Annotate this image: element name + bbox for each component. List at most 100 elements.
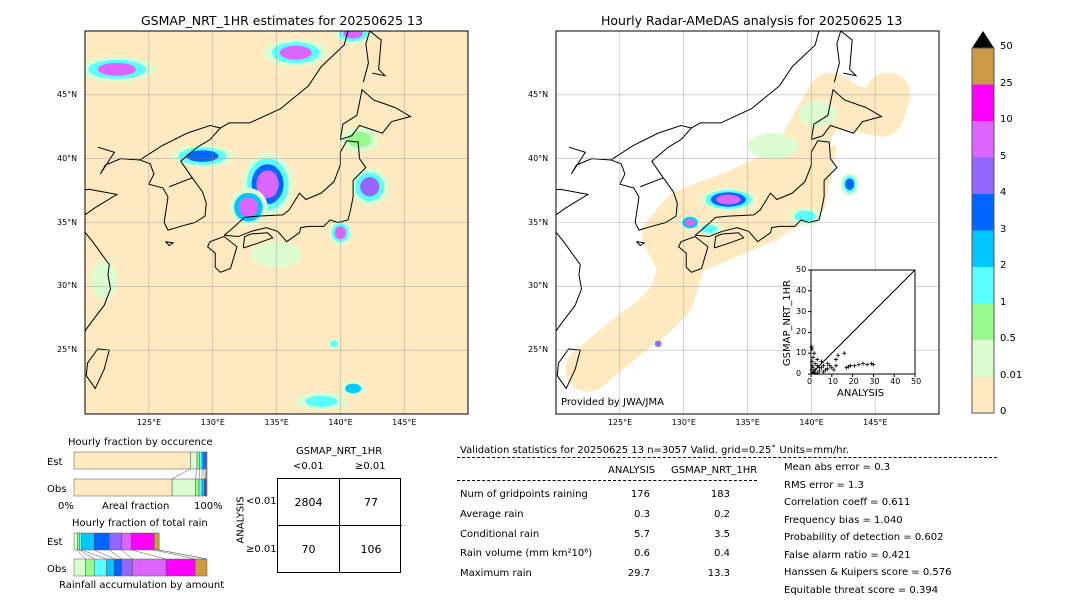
- total-rain-obs-label: Obs: [47, 564, 67, 575]
- colorbar-segment: [972, 267, 994, 304]
- lat-tick-label: 45°N: [528, 89, 549, 99]
- colorbar-tick-label: 5: [1000, 150, 1007, 162]
- scatter-point: [856, 362, 861, 367]
- rain-obs-segment: [194, 558, 208, 577]
- scatter-x-tick: 50: [911, 377, 922, 386]
- occurrence-est-label: Est: [47, 457, 63, 468]
- lon-tick-label: 130°E: [200, 418, 225, 427]
- scatter-point: [811, 355, 816, 360]
- rain-est-segment: [81, 532, 95, 551]
- cell-miss: 70: [278, 526, 340, 573]
- occ-obs-segment: [206, 478, 208, 497]
- occ-obs-segment: [201, 478, 205, 497]
- lat-tick-label: 40°N: [57, 153, 78, 163]
- contingency-col-2: ≥0.01: [355, 461, 386, 472]
- coastline: [610, 124, 692, 161]
- scatter-point: [821, 369, 826, 374]
- colorbar-extend-arrow: [972, 31, 994, 48]
- rain-area: [97, 62, 137, 76]
- contingency-title: GSMAP_NRT_1HR: [296, 446, 383, 457]
- lat-tick-label: 30°N: [528, 281, 549, 291]
- rain-est-segment: [79, 532, 82, 551]
- credit-text: Provided by JWA/JMA: [561, 397, 664, 408]
- lat-tick-label: 40°N: [528, 153, 549, 163]
- rain-connector: [77, 549, 86, 560]
- coastline: [242, 232, 274, 249]
- rain-area: [701, 224, 718, 233]
- scatter-xlabel: ANALYSIS: [837, 388, 885, 399]
- occ-connector: [195, 468, 198, 480]
- contingency-row-2: ≥0.01: [246, 544, 277, 555]
- scatter-y-tick: 50: [796, 265, 807, 274]
- coastline: [556, 188, 590, 332]
- colorbar-tick-label: 0.5: [1000, 333, 1016, 344]
- scatter-point: [848, 363, 853, 368]
- colorbar-segment: [972, 157, 994, 194]
- stats-row-analysis: 0.3: [634, 509, 650, 520]
- stats-col-analysis: ANALYSIS: [608, 465, 656, 476]
- colorbar-segment: [972, 194, 994, 231]
- stats-row-gsmap: 0.2: [714, 509, 730, 520]
- rain-area: [360, 177, 380, 197]
- scatter-point: [812, 351, 817, 356]
- occ-est-segment: [190, 451, 198, 470]
- stats-row-label: Rain volume (mm km²10⁶): [460, 548, 593, 559]
- rain-area: [716, 194, 741, 205]
- scatter-point: [833, 357, 838, 362]
- scatter-x-tick: 20: [848, 377, 859, 386]
- lat-tick-label: 35°N: [57, 217, 78, 227]
- scatter-point: [821, 363, 826, 368]
- occ-obs-segment: [198, 478, 203, 497]
- lon-tick-label: 145°E: [392, 418, 417, 427]
- rain-area: [279, 45, 312, 60]
- rain-area: [256, 170, 279, 199]
- stats-row-gsmap: 3.5: [714, 529, 730, 540]
- rain-connector: [109, 549, 122, 560]
- stats-row-analysis: 0.6: [634, 548, 650, 559]
- scatter-y-tick: 0: [796, 369, 802, 378]
- lon-tick-label: 135°E: [264, 418, 289, 427]
- colorbar-tick-label: 3: [1000, 223, 1007, 235]
- scatter-point: [833, 363, 838, 368]
- stats-table-divider: [457, 480, 757, 481]
- rain-obs-segment: [73, 558, 86, 577]
- coastline: [339, 88, 412, 140]
- colorbar-tick-label: 10: [1000, 114, 1013, 125]
- occurrence-x-left: 0%: [58, 501, 74, 512]
- coastline: [97, 31, 349, 231]
- scatter-point: [819, 365, 824, 370]
- scatter-point: [813, 361, 818, 366]
- total-rain-xlabel: Rainfall accumulation by amount: [59, 580, 225, 591]
- occ-est-segment: [199, 451, 203, 470]
- occ-est-segment: [73, 451, 191, 470]
- stats-row-label: Average rain: [460, 509, 524, 520]
- occurrence-x-right: 100%: [194, 501, 223, 512]
- colorbar-segment: [972, 230, 994, 267]
- colorbar-segment: [972, 121, 994, 158]
- lat-tick-label: 45°N: [57, 89, 78, 99]
- rain-area: [794, 210, 816, 222]
- score-item: Equitable threat score = 0.394: [784, 584, 939, 596]
- occurrence-xlabel: Areal fraction: [102, 501, 170, 512]
- rain-area: [186, 150, 219, 162]
- rain-est-segment: [77, 532, 80, 551]
- scatter-point: [861, 361, 865, 366]
- rain-obs-segment: [113, 558, 122, 577]
- scatter-y-tick: 40: [796, 285, 807, 295]
- coastline: [169, 177, 193, 188]
- colorbar-tick-label: 0.01: [1000, 369, 1023, 381]
- score-item: False alarm ratio = 0.421: [784, 549, 911, 561]
- lon-tick-label: 140°E: [799, 418, 824, 427]
- coastline: [810, 88, 883, 140]
- scatter-point: [842, 351, 847, 356]
- scatter-x-tick: 40: [890, 377, 901, 386]
- colorbar-tick-label: 2: [1000, 260, 1007, 271]
- stats-row-analysis: 5.7: [634, 529, 650, 540]
- left-map-title: GSMAP_NRT_1HR estimates for 20250625 13: [141, 13, 423, 28]
- score-item: Mean abs error = 0.3: [784, 462, 891, 473]
- rain-connector: [81, 549, 107, 560]
- stats-header: Validation statistics for 20250625 13 n=…: [460, 445, 849, 456]
- coastline: [640, 177, 664, 188]
- stats-col-gsmap: GSMAP_NRT_1HR: [671, 465, 758, 476]
